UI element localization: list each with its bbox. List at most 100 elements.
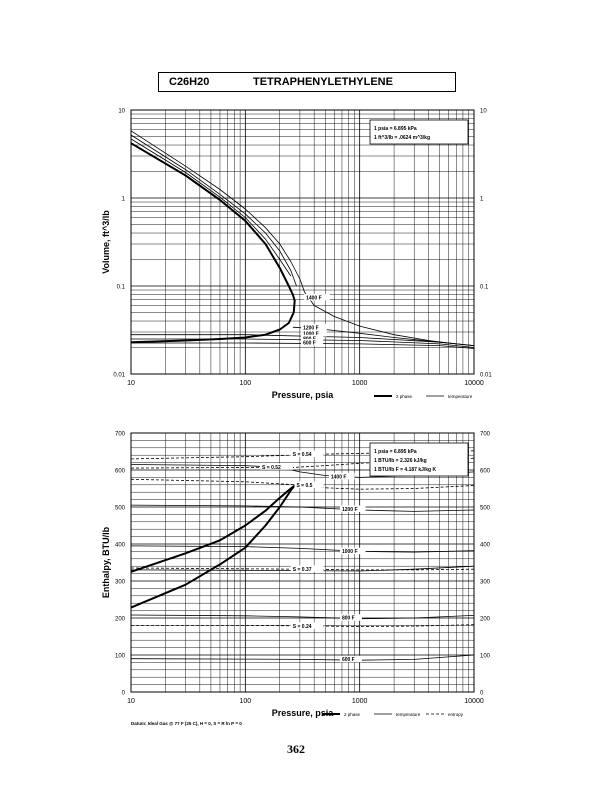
conversion-line: 1 BTU/lb = 2.326 kJ/kg xyxy=(374,458,427,464)
curve-label: S = 0.52 xyxy=(262,465,281,471)
compound-name: TETRAPHENYLETHYLENE xyxy=(253,76,393,88)
page-number: 362 xyxy=(287,742,305,756)
series-line xyxy=(130,614,475,620)
curve-label: 800 F xyxy=(342,616,355,622)
x-tick-label: 10 xyxy=(127,380,135,387)
y-axis-label: Volume, ft^3/lb xyxy=(101,210,111,274)
curve-label: 600 F xyxy=(303,341,316,347)
y-tick-label-right: 700 xyxy=(480,432,491,438)
series-line xyxy=(130,138,292,277)
y-tick-label-right: 1 xyxy=(480,197,484,203)
series-line xyxy=(130,504,475,512)
series-line xyxy=(131,334,475,346)
curve-label: 1200 F xyxy=(342,507,358,513)
curve-label-bg xyxy=(301,339,324,346)
x-tick-label: 10 xyxy=(127,698,135,705)
y-tick-label-right: 200 xyxy=(480,617,491,623)
series-line xyxy=(130,484,296,609)
curve-label: 1400 F xyxy=(306,296,322,302)
y-axis-label: Enthalpy, BTU/lb xyxy=(101,526,111,598)
curve-label-bg xyxy=(339,547,366,555)
x-axis-label: Pressure, psia xyxy=(272,390,335,400)
legend-label: temperature xyxy=(448,394,473,399)
y-tick-label: 0.1 xyxy=(117,285,126,291)
y-tick-label-right: 100 xyxy=(480,654,491,660)
curve-label: S = 0.5 xyxy=(296,483,312,489)
curve-label: 1200 F xyxy=(303,325,319,331)
conversion-line: 1 psia = 6.895 kPa xyxy=(374,126,417,132)
y-tick-label: 600 xyxy=(115,469,126,475)
curve-label-bg xyxy=(294,481,324,488)
legend-label: entropy xyxy=(448,712,464,717)
curve-label: S = 0.37 xyxy=(293,567,312,573)
y-tick-label: 1 xyxy=(122,197,126,203)
series-line xyxy=(131,342,475,349)
curve-label-bg xyxy=(339,614,362,621)
series-line xyxy=(130,654,475,661)
series-line xyxy=(130,130,475,346)
footnote: Datum: Ideal Gas @ 77 F (25 C), H = 0, S… xyxy=(131,721,242,726)
curve-label-bg xyxy=(290,565,324,572)
legend-label: 2 phase xyxy=(396,394,413,399)
y-tick-label: 10 xyxy=(118,109,125,115)
y-tick-label: 100 xyxy=(115,654,126,660)
curve-label-bg xyxy=(339,655,362,663)
y-tick-label-right: 600 xyxy=(480,469,491,475)
series-line xyxy=(130,565,475,572)
x-tick-label: 1000 xyxy=(352,380,368,387)
plot-frame xyxy=(130,432,475,693)
y-tick-label: 0.01 xyxy=(113,373,125,379)
curve-label-bg xyxy=(301,334,324,342)
curve-label: 600 F xyxy=(342,657,355,663)
x-axis-label: Pressure, psia xyxy=(272,708,335,718)
y-tick-label-right: 0.01 xyxy=(480,373,492,379)
y-tick-label: 700 xyxy=(115,432,126,438)
y-tick-label-right: 10 xyxy=(480,109,487,115)
curve-label-bg xyxy=(328,472,355,480)
curve-label-bg xyxy=(290,622,324,629)
curve-label: S = 0.24 xyxy=(293,624,312,630)
conversion-box xyxy=(369,119,469,145)
curve-label: 1000 F xyxy=(342,549,358,555)
curve-label-bg xyxy=(260,463,293,470)
chart-title-box: C26H20 TETRAPHENYLETHYLENE xyxy=(158,72,456,92)
y-tick-label-right: 300 xyxy=(480,580,491,586)
conversion-box xyxy=(369,442,469,477)
y-tick-label-right: 500 xyxy=(480,506,491,512)
x-tick-label: 10000 xyxy=(464,380,484,387)
y-tick-label-right: 400 xyxy=(480,543,491,549)
curve-label: 1400 F xyxy=(331,474,347,480)
y-tick-label: 200 xyxy=(115,617,126,623)
curve-label-bg xyxy=(290,450,324,458)
conversion-line: 1 psia = 6.895 kPa xyxy=(374,449,417,455)
curve-label-bg xyxy=(301,330,327,337)
curve-label: 1000 F xyxy=(303,332,319,338)
y-tick-label: 0 xyxy=(122,691,126,697)
series-line xyxy=(130,484,296,573)
curve-label-bg xyxy=(304,294,330,301)
conversion-line: 1 ft^3/lb = .0624 m^3/kg xyxy=(374,135,430,141)
y-tick-label: 500 xyxy=(115,506,126,512)
series-line xyxy=(130,142,296,344)
curve-label-bg xyxy=(339,505,366,512)
y-tick-label: 400 xyxy=(115,543,126,549)
legend-label: 2 phase xyxy=(344,712,361,717)
y-tick-label: 300 xyxy=(115,580,126,586)
curve-label: S = 0.54 xyxy=(293,452,312,458)
series-line xyxy=(131,338,475,348)
chart-2: S = 0.54 S = 0.52 1400 F S = 0.5 1200 F S = 0… xyxy=(101,432,491,727)
conversion-line: 1 BTU/lb F = 4.187 kJ/kg K xyxy=(374,467,436,473)
x-tick-label: 1000 xyxy=(352,698,368,705)
x-tick-label: 10000 xyxy=(464,698,484,705)
x-tick-label: 100 xyxy=(239,698,251,705)
series-line xyxy=(130,134,297,287)
x-tick-label: 100 xyxy=(239,380,251,387)
y-tick-label-right: 0.1 xyxy=(480,285,489,291)
legend-label: temperature xyxy=(396,712,421,717)
y-tick-label-right: 0 xyxy=(480,691,484,697)
curve-label-bg xyxy=(301,323,327,331)
compound-formula: C26H20 xyxy=(169,76,210,88)
series-line xyxy=(130,545,475,553)
